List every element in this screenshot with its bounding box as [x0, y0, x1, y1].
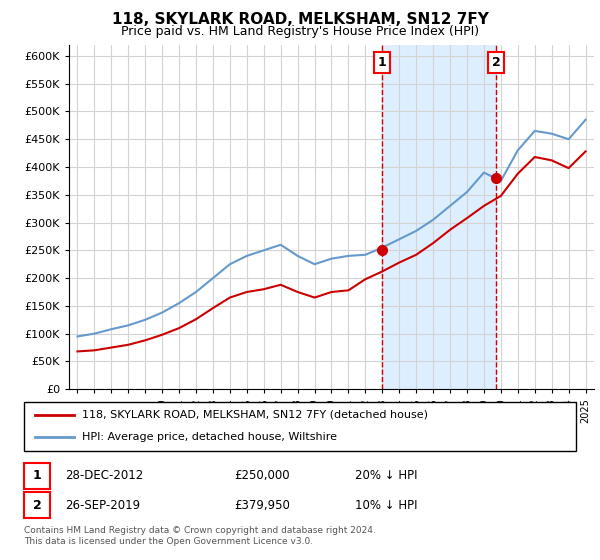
Bar: [24, 463, 50, 488]
Text: 1: 1: [33, 469, 41, 482]
Text: £250,000: £250,000: [234, 469, 289, 482]
Text: £379,950: £379,950: [234, 498, 290, 512]
Text: 10% ↓ HPI: 10% ↓ HPI: [355, 498, 418, 512]
Text: 1: 1: [377, 56, 386, 69]
Text: 28-DEC-2012: 28-DEC-2012: [65, 469, 143, 482]
Bar: [382, 45, 496, 389]
Bar: [24, 492, 50, 518]
Text: 20% ↓ HPI: 20% ↓ HPI: [355, 469, 418, 482]
Text: 2: 2: [492, 56, 500, 69]
Text: 118, SKYLARK ROAD, MELKSHAM, SN12 7FY: 118, SKYLARK ROAD, MELKSHAM, SN12 7FY: [112, 12, 488, 27]
Text: HPI: Average price, detached house, Wiltshire: HPI: Average price, detached house, Wilt…: [82, 432, 337, 442]
Text: Price paid vs. HM Land Registry's House Price Index (HPI): Price paid vs. HM Land Registry's House …: [121, 25, 479, 38]
Text: 118, SKYLARK ROAD, MELKSHAM, SN12 7FY (detached house): 118, SKYLARK ROAD, MELKSHAM, SN12 7FY (d…: [82, 410, 428, 420]
Text: 26-SEP-2019: 26-SEP-2019: [65, 498, 140, 512]
Text: Contains HM Land Registry data © Crown copyright and database right 2024.
This d: Contains HM Land Registry data © Crown c…: [24, 526, 376, 546]
Text: 2: 2: [33, 498, 41, 512]
